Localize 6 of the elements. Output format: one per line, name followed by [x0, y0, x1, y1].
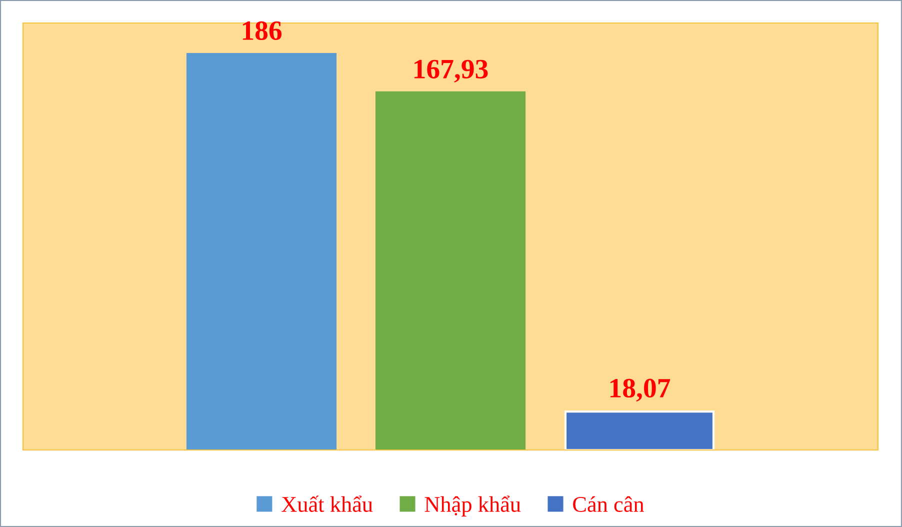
data-label: 18,07 — [610, 378, 670, 402]
legend-label: Nhập khẩu — [424, 496, 521, 516]
data-label: 167,93 — [414, 60, 488, 83]
data-label: 186 — [242, 21, 282, 40]
legend-label: Cán cân — [573, 496, 644, 512]
legend-label: Xuất khẩu — [282, 496, 373, 512]
